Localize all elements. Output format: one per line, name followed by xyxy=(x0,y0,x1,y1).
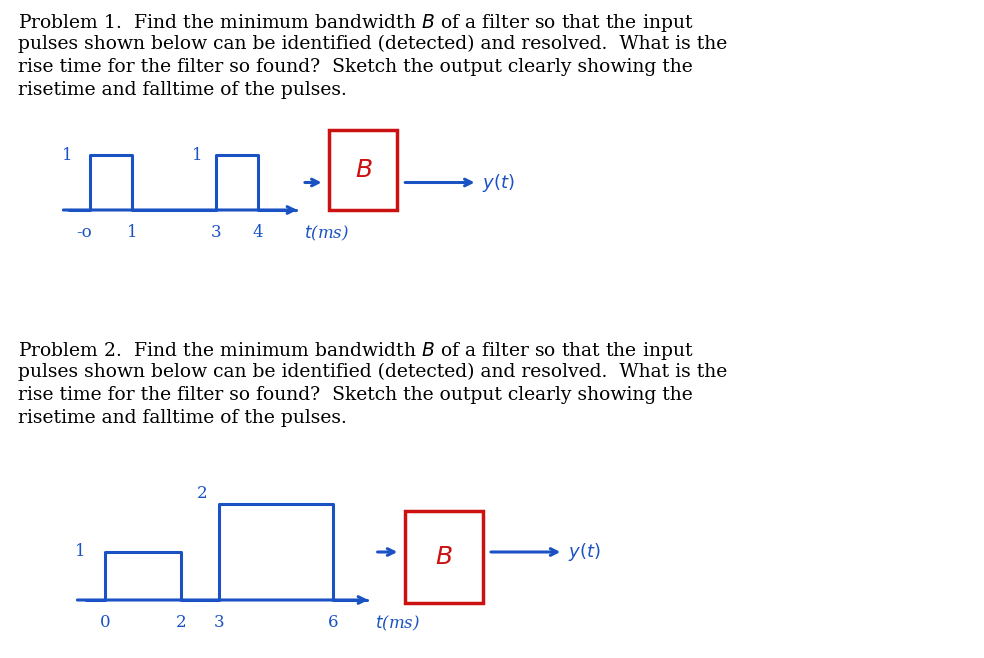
Text: risetime and falltime of the pulses.: risetime and falltime of the pulses. xyxy=(18,409,347,427)
Text: 1: 1 xyxy=(192,147,203,163)
Text: -o: -o xyxy=(76,224,92,241)
Text: Problem 2.  Find the minimum bandwidth $B$ of a filter so that the input: Problem 2. Find the minimum bandwidth $B… xyxy=(18,340,694,362)
Text: $B$: $B$ xyxy=(435,545,453,569)
Text: 4: 4 xyxy=(253,224,264,241)
Text: 1: 1 xyxy=(62,147,72,163)
Text: 2: 2 xyxy=(176,614,186,631)
Text: rise time for the filter so found?  Sketch the output clearly showing the: rise time for the filter so found? Sketc… xyxy=(18,58,693,76)
Text: 3: 3 xyxy=(214,614,224,631)
Text: $y(t)$: $y(t)$ xyxy=(568,541,601,563)
Text: $t$(ms): $t$(ms) xyxy=(375,614,420,633)
Text: 1: 1 xyxy=(75,544,86,561)
Text: 3: 3 xyxy=(211,224,221,241)
Text: $B$: $B$ xyxy=(354,159,372,182)
Text: pulses shown below can be identified (detected) and resolved.  What is the: pulses shown below can be identified (de… xyxy=(18,363,727,381)
Text: $t$(ms): $t$(ms) xyxy=(304,224,349,243)
Text: 1: 1 xyxy=(127,224,138,241)
Text: 0: 0 xyxy=(99,614,110,631)
Text: 6: 6 xyxy=(328,614,338,631)
Text: $y(t)$: $y(t)$ xyxy=(482,172,515,193)
Text: risetime and falltime of the pulses.: risetime and falltime of the pulses. xyxy=(18,81,347,99)
Text: Problem 1.  Find the minimum bandwidth $B$ of a filter so that the input: Problem 1. Find the minimum bandwidth $B… xyxy=(18,12,694,34)
Text: pulses shown below can be identified (detected) and resolved.  What is the: pulses shown below can be identified (de… xyxy=(18,35,727,53)
Text: 2: 2 xyxy=(197,486,208,503)
Text: rise time for the filter so found?  Sketch the output clearly showing the: rise time for the filter so found? Sketc… xyxy=(18,386,693,404)
